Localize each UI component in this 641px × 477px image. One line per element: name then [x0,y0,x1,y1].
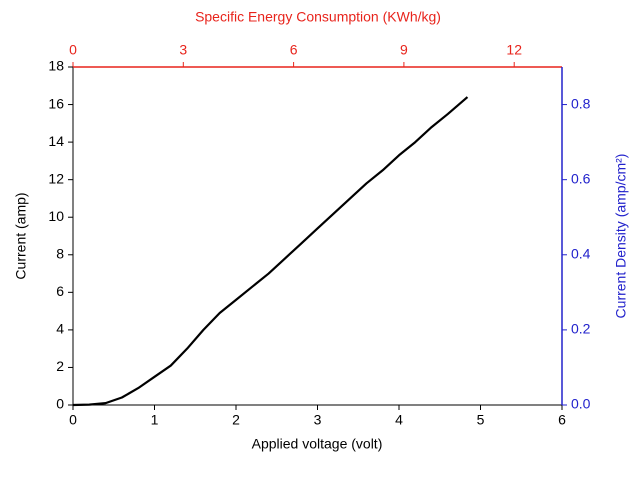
y-tick-label: 2 [56,358,64,374]
x-tick-label: 4 [395,412,403,428]
x2-axis-label: Specific Energy Consumption (KWh/kg) [195,9,441,25]
y-tick-label: 16 [48,95,64,111]
x-tick-label: 2 [232,412,240,428]
y2-tick-label: 0.8 [571,95,591,111]
x-tick-label: 6 [558,412,566,428]
x-axis-label: Applied voltage (volt) [252,436,383,452]
y2-tick-label: 0.2 [571,321,591,337]
x2-tick-label: 12 [506,42,522,58]
y-tick-label: 14 [48,133,64,149]
y-tick-label: 18 [48,58,64,74]
y2-axis-label: Current Density (amp/cm²) [613,154,629,319]
y2-tick-label: 0.4 [571,245,591,261]
data-line [72,96,469,407]
y-axis-label: Current (amp) [13,192,29,279]
x-tick-label: 1 [151,412,159,428]
y-tick-label: 6 [56,283,64,299]
x-tick-label: 5 [477,412,485,428]
y-tick-label: 8 [56,245,64,261]
x2-tick-label: 3 [179,42,187,58]
y-tick-label: 0 [56,396,64,412]
y2-tick-label: 0.0 [571,396,591,412]
x2-tick-label: 9 [400,42,408,58]
y-tick-label: 12 [48,170,64,186]
x2-tick-label: 6 [290,42,298,58]
x-tick-label: 0 [69,412,77,428]
x2-tick-label: 0 [69,42,77,58]
y2-tick-label: 0.6 [571,170,591,186]
y-tick-label: 10 [48,208,64,224]
y-tick-label: 4 [56,321,64,337]
x-tick-label: 3 [314,412,322,428]
